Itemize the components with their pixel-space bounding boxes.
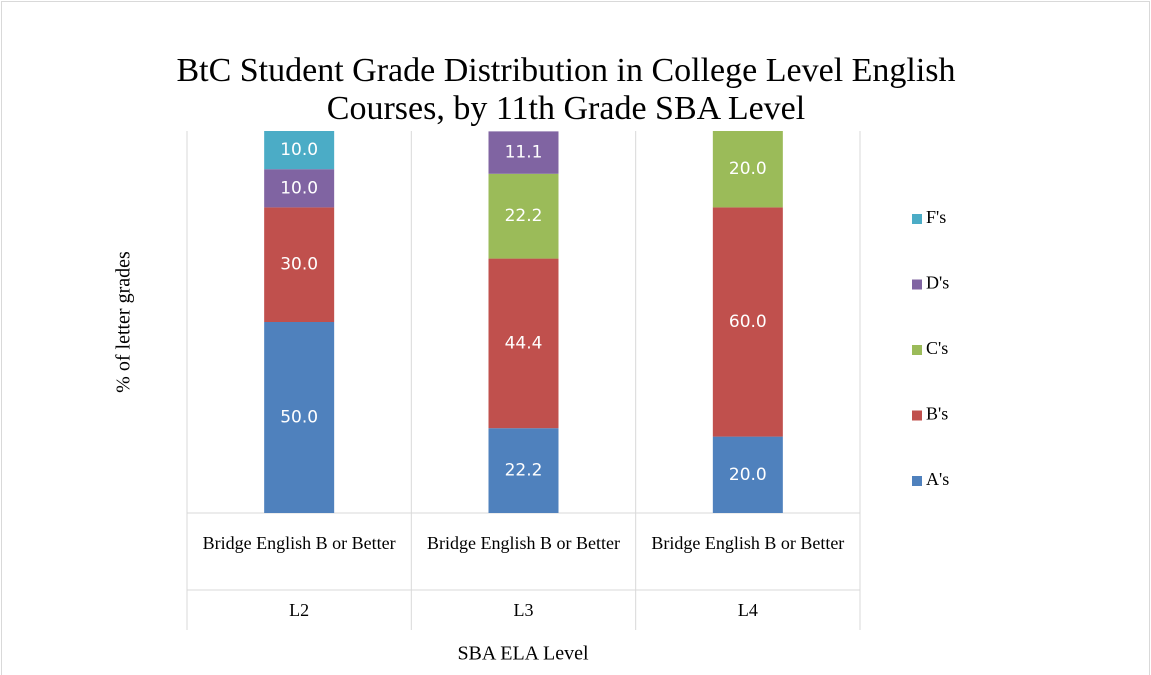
data-label: 60.0 (729, 312, 767, 332)
bar-segment (488, 173, 559, 259)
x-axis-label: SBA ELA Level (457, 643, 589, 665)
legend-label: D's (926, 273, 949, 293)
bar-segment (712, 436, 783, 513)
legend-swatch (912, 476, 922, 486)
bar-segment (488, 258, 559, 429)
legend-label: A's (926, 469, 949, 489)
bar-segment (712, 207, 783, 437)
x-subcategory-label: Bridge English B or Better (202, 533, 396, 553)
legend-label: C's (926, 338, 948, 358)
bar-segment (264, 207, 335, 322)
legend-swatch (912, 410, 922, 421)
x-tick-label: L4 (738, 600, 758, 620)
data-label: 22.2 (505, 206, 543, 226)
data-label: 20.0 (729, 159, 767, 179)
data-label: 22.2 (505, 461, 543, 481)
data-label: 20.0 (729, 465, 767, 485)
data-label: 10.0 (280, 178, 318, 198)
legend-swatch (912, 345, 922, 355)
bar-segment (264, 169, 335, 208)
legend-label: F's (926, 207, 946, 227)
bar-segment (264, 322, 335, 513)
legend-label: B's (926, 404, 948, 424)
bar-segment (264, 131, 335, 170)
y-axis-label: % of letter grades (113, 251, 135, 393)
x-tick-label: L3 (514, 600, 534, 620)
legend-swatch (912, 214, 922, 224)
x-tick-label: L2 (289, 600, 309, 620)
data-label: 10.0 (280, 140, 318, 160)
data-label: 30.0 (280, 255, 318, 275)
x-subcategory-label: Bridge English B or Better (651, 533, 845, 553)
bar-segment (488, 131, 559, 174)
legend-swatch (912, 279, 922, 290)
chart-title: BtC Student Grade Distribution in Colleg… (176, 52, 956, 127)
x-subcategory-label: Bridge English B or Better (427, 533, 620, 553)
bar-segment (712, 131, 783, 208)
bar-segment (488, 428, 559, 513)
data-label: 50.0 (280, 408, 318, 428)
data-label: 44.4 (505, 333, 543, 353)
data-label: 11.1 (505, 143, 543, 163)
